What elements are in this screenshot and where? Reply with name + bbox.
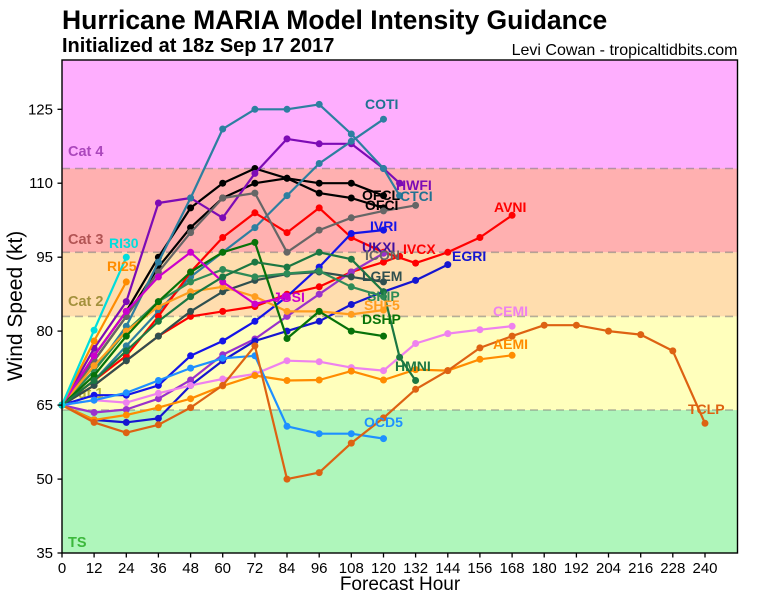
svg-text:SHF5: SHF5 [364,297,400,313]
svg-text:Cat 3: Cat 3 [68,232,103,248]
svg-text:125: 125 [28,101,53,118]
svg-text:0: 0 [58,560,66,577]
svg-text:65: 65 [36,397,53,414]
svg-text:60: 60 [214,560,231,577]
svg-text:120: 120 [371,560,396,577]
svg-text:216: 216 [628,560,653,577]
svg-text:50: 50 [36,471,53,488]
svg-text:168: 168 [500,560,525,577]
svg-text:DSHP: DSHP [362,311,401,327]
svg-text:204: 204 [596,560,621,577]
svg-text:OFCI: OFCI [365,197,398,213]
svg-text:OFCL: OFCL [362,187,401,203]
svg-text:192: 192 [564,560,589,577]
svg-text:24: 24 [118,560,135,577]
svg-text:156: 156 [467,560,492,577]
svg-text:Forecast Hour: Forecast Hour [340,574,461,595]
svg-text:LGEM: LGEM [362,268,402,284]
svg-text:228: 228 [660,560,685,577]
svg-text:RI30: RI30 [109,235,139,251]
svg-text:108: 108 [339,560,364,577]
svg-text:Hurricane MARIA Model Intensit: Hurricane MARIA Model Intensity Guidance [62,5,607,35]
svg-text:48: 48 [182,560,199,577]
svg-text:36: 36 [150,560,167,577]
svg-text:JGSI: JGSI [273,289,305,305]
svg-text:132: 132 [403,560,428,577]
svg-text:IVCX: IVCX [403,241,436,257]
svg-text:IVRI: IVRI [370,218,397,234]
svg-text:12: 12 [86,560,103,577]
svg-text:TS: TS [68,535,87,551]
svg-text:144: 144 [435,560,460,577]
svg-text:TCLP: TCLP [688,401,725,417]
svg-text:AVNI: AVNI [494,199,526,215]
svg-text:HMNI: HMNI [395,358,431,374]
svg-text:Wind Speed (kt): Wind Speed (kt) [4,231,27,382]
svg-text:COTI: COTI [365,96,398,112]
svg-text:35: 35 [36,545,53,562]
svg-text:RI25: RI25 [107,258,137,274]
svg-text:CTCI: CTCI [400,188,433,204]
svg-text:UKXI: UKXI [362,239,395,255]
svg-text:72: 72 [247,560,264,577]
svg-text:84: 84 [279,560,296,577]
svg-text:Cat 2: Cat 2 [68,294,103,310]
svg-text:240: 240 [692,560,717,577]
svg-text:80: 80 [36,323,53,340]
svg-text:Cat 4: Cat 4 [68,144,103,160]
svg-text:95: 95 [36,249,53,266]
svg-text:EGRI: EGRI [452,248,486,264]
svg-text:110: 110 [29,175,53,192]
svg-text:180: 180 [532,560,557,577]
svg-text:OCD5: OCD5 [364,414,403,430]
svg-text:96: 96 [311,560,328,577]
svg-text:AEMI: AEMI [493,336,528,352]
svg-text:CEMI: CEMI [493,303,528,319]
svg-text:Levi Cowan - tropicaltidbits.c: Levi Cowan - tropicaltidbits.com [512,42,738,59]
svg-text:ICON: ICON [365,247,400,263]
svg-text:HWFI: HWFI [396,177,432,193]
svg-text:SHIP: SHIP [367,288,400,304]
svg-text:Initialized at 18z Sep 17 2017: Initialized at 18z Sep 17 2017 [62,35,334,57]
